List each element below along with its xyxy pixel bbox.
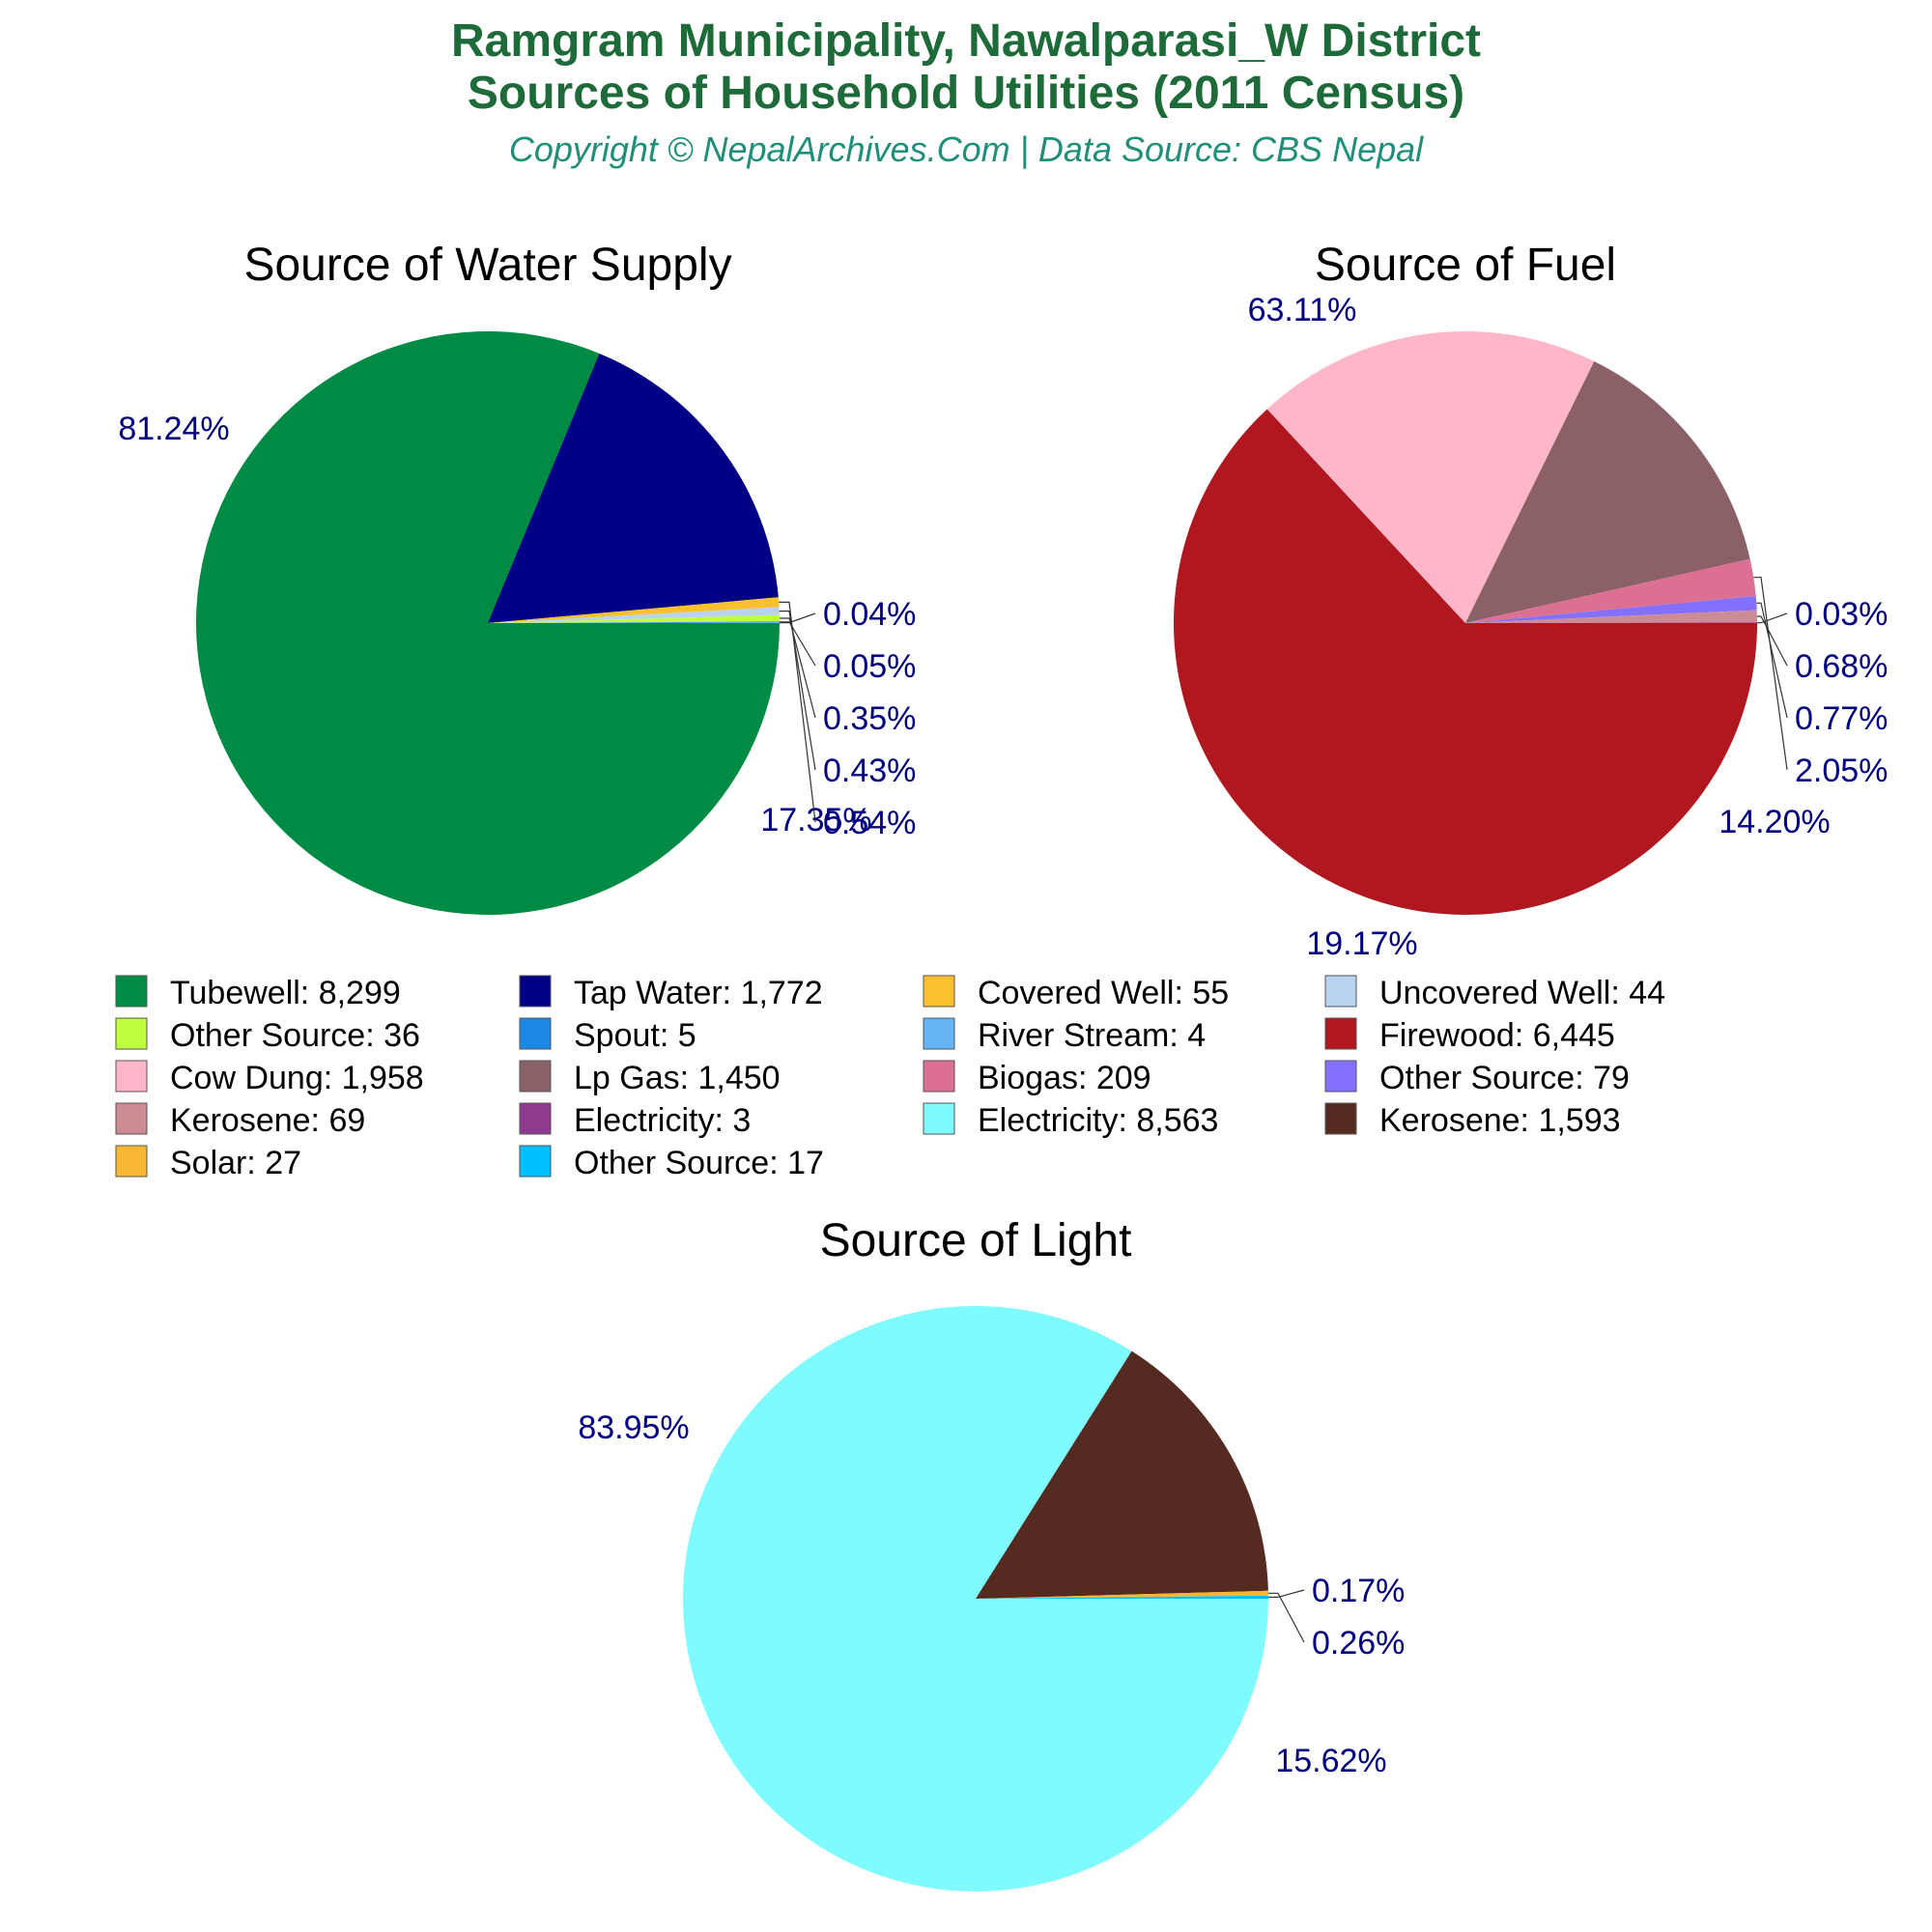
label-leader-line — [1267, 1592, 1305, 1643]
pie-slice-tap-water — [488, 353, 779, 623]
slice-percent-label: 83.95% — [578, 1409, 689, 1446]
legend-swatch — [115, 975, 148, 1008]
label-leader-line — [1757, 612, 1788, 624]
pie-title: Source of Light — [820, 1215, 1132, 1266]
slice-percent-label: 14.20% — [1719, 804, 1830, 840]
legend-swatch — [115, 1102, 148, 1135]
pie-slice-covered-well — [488, 597, 780, 623]
legend-label: Spout: 5 — [574, 1017, 696, 1054]
legend-swatch — [923, 975, 955, 1008]
chart-legend: Tubewell: 8,299 Tap Water: 1,772 Covered W… — [115, 975, 1665, 1181]
legend-swatch — [1324, 1017, 1357, 1050]
pie-chart-source-of-light: Source of Light 83.95% 15.62% 0.17% 0.26% — [578, 1215, 1405, 1891]
slice-percent-label: 0.54% — [823, 805, 916, 841]
legend-label: Electricity: 8,563 — [978, 1102, 1218, 1139]
chart-title-line1: Ramgram Municipality, Nawalparasi_W Dist… — [450, 15, 1482, 67]
slice-percent-label: 0.03% — [1795, 596, 1888, 633]
pie-slice-tubewell — [196, 331, 780, 916]
slice-percent-label: 0.04% — [823, 596, 916, 633]
legend-label: Other Source: 17 — [574, 1145, 824, 1181]
slice-percent-label: 15.62% — [1275, 1743, 1386, 1779]
label-leader-line — [1268, 1589, 1305, 1599]
legend-swatch — [519, 1060, 552, 1093]
legend-swatch — [519, 1145, 552, 1178]
pie-slice-electricity — [683, 1305, 1268, 1891]
label-leader-line — [780, 621, 816, 667]
pie-slice-cow-dung — [1266, 331, 1595, 623]
legend-swatch — [1324, 1060, 1357, 1093]
label-leader-line — [779, 610, 816, 771]
slice-percent-label: 19.17% — [1306, 925, 1417, 962]
legend-swatch — [923, 1060, 955, 1093]
legend-swatch — [923, 1017, 955, 1050]
slice-percent-label: 0.26% — [1312, 1625, 1405, 1662]
legend-swatch — [115, 1145, 148, 1178]
pie-slice-kerosene — [1465, 610, 1757, 623]
pie-slice-other-source — [976, 1595, 1268, 1599]
legend-label: Biogas: 209 — [978, 1060, 1151, 1096]
slice-percent-label: 0.77% — [1795, 700, 1888, 737]
legend-label: Tubewell: 8,299 — [170, 975, 401, 1011]
slice-percent-label: 0.68% — [1795, 648, 1888, 685]
legend-label: Lp Gas: 1,450 — [574, 1060, 781, 1096]
pie-slice-firewood — [1173, 409, 1758, 916]
label-leader-line — [780, 617, 816, 719]
legend-label: Solar: 27 — [170, 1145, 301, 1181]
legend-label: Covered Well: 55 — [978, 975, 1229, 1011]
copyright-note: Copyright © NepalArchives.Com | Data Sou… — [508, 129, 1424, 169]
pie-slice-kerosene — [976, 1350, 1268, 1599]
pie-slice-electricity — [1465, 622, 1758, 623]
chart-header: Ramgram Municipality, Nawalparasi_W Dist… — [0, 0, 1932, 170]
legend-label: Other Source: 36 — [170, 1017, 420, 1054]
legend-label: Firewood: 6,445 — [1379, 1017, 1615, 1054]
label-leader-line — [1756, 602, 1788, 719]
legend-swatch — [1324, 1102, 1357, 1135]
legend-label: River Stream: 4 — [978, 1017, 1206, 1054]
slice-percent-label: 0.35% — [823, 700, 916, 737]
legend-label: Other Source: 79 — [1379, 1060, 1630, 1096]
slice-percent-label: 17.35% — [760, 802, 871, 838]
legend-label: Kerosene: 1,593 — [1379, 1102, 1621, 1139]
legend-label: Tap Water: 1,772 — [574, 975, 823, 1011]
legend-label: Electricity: 3 — [574, 1102, 751, 1139]
legend-label: Cow Dung: 1,958 — [170, 1060, 424, 1096]
slice-percent-label: 81.24% — [118, 411, 229, 447]
pie-slice-other-source — [1465, 595, 1757, 623]
legend-swatch — [1324, 975, 1357, 1008]
slice-percent-label: 0.05% — [823, 648, 916, 685]
pie-chart-source-of-water-supply: Source of Water Supply 81.24% 17.35% 0.04% 0… — [118, 240, 916, 916]
legend-swatch — [923, 1102, 955, 1135]
pie-slice-river-stream — [488, 622, 781, 623]
legend-swatch — [115, 1017, 148, 1050]
slice-percent-label: 0.43% — [823, 753, 916, 789]
legend-swatch — [115, 1060, 148, 1093]
label-leader-line — [779, 601, 816, 823]
pie-slice-uncovered-well — [488, 607, 780, 623]
pie-slice-other-source — [488, 614, 780, 623]
legend-swatch — [519, 1017, 552, 1050]
pie-title: Source of Fuel — [1315, 240, 1616, 291]
pie-slice-lp-gas — [1465, 361, 1750, 623]
pie-title: Source of Water Supply — [243, 240, 731, 291]
legend-label: Uncovered Well: 44 — [1379, 975, 1665, 1011]
legend-label: Kerosene: 69 — [170, 1102, 365, 1139]
slice-percent-label: 2.05% — [1795, 753, 1888, 789]
slice-percent-label: 0.17% — [1312, 1573, 1405, 1609]
pie-slice-solar — [976, 1590, 1268, 1599]
pie-slice-biogas — [1465, 558, 1756, 623]
label-leader-line — [1756, 615, 1788, 667]
label-leader-line — [1753, 577, 1788, 771]
chart-title-line2: Sources of Household Utilities (2011 Cen… — [467, 68, 1465, 119]
legend-swatch — [519, 1102, 552, 1135]
slice-percent-label: 63.11% — [1248, 292, 1357, 328]
legend-swatch — [519, 975, 552, 1008]
pie-slice-spout — [488, 621, 781, 623]
